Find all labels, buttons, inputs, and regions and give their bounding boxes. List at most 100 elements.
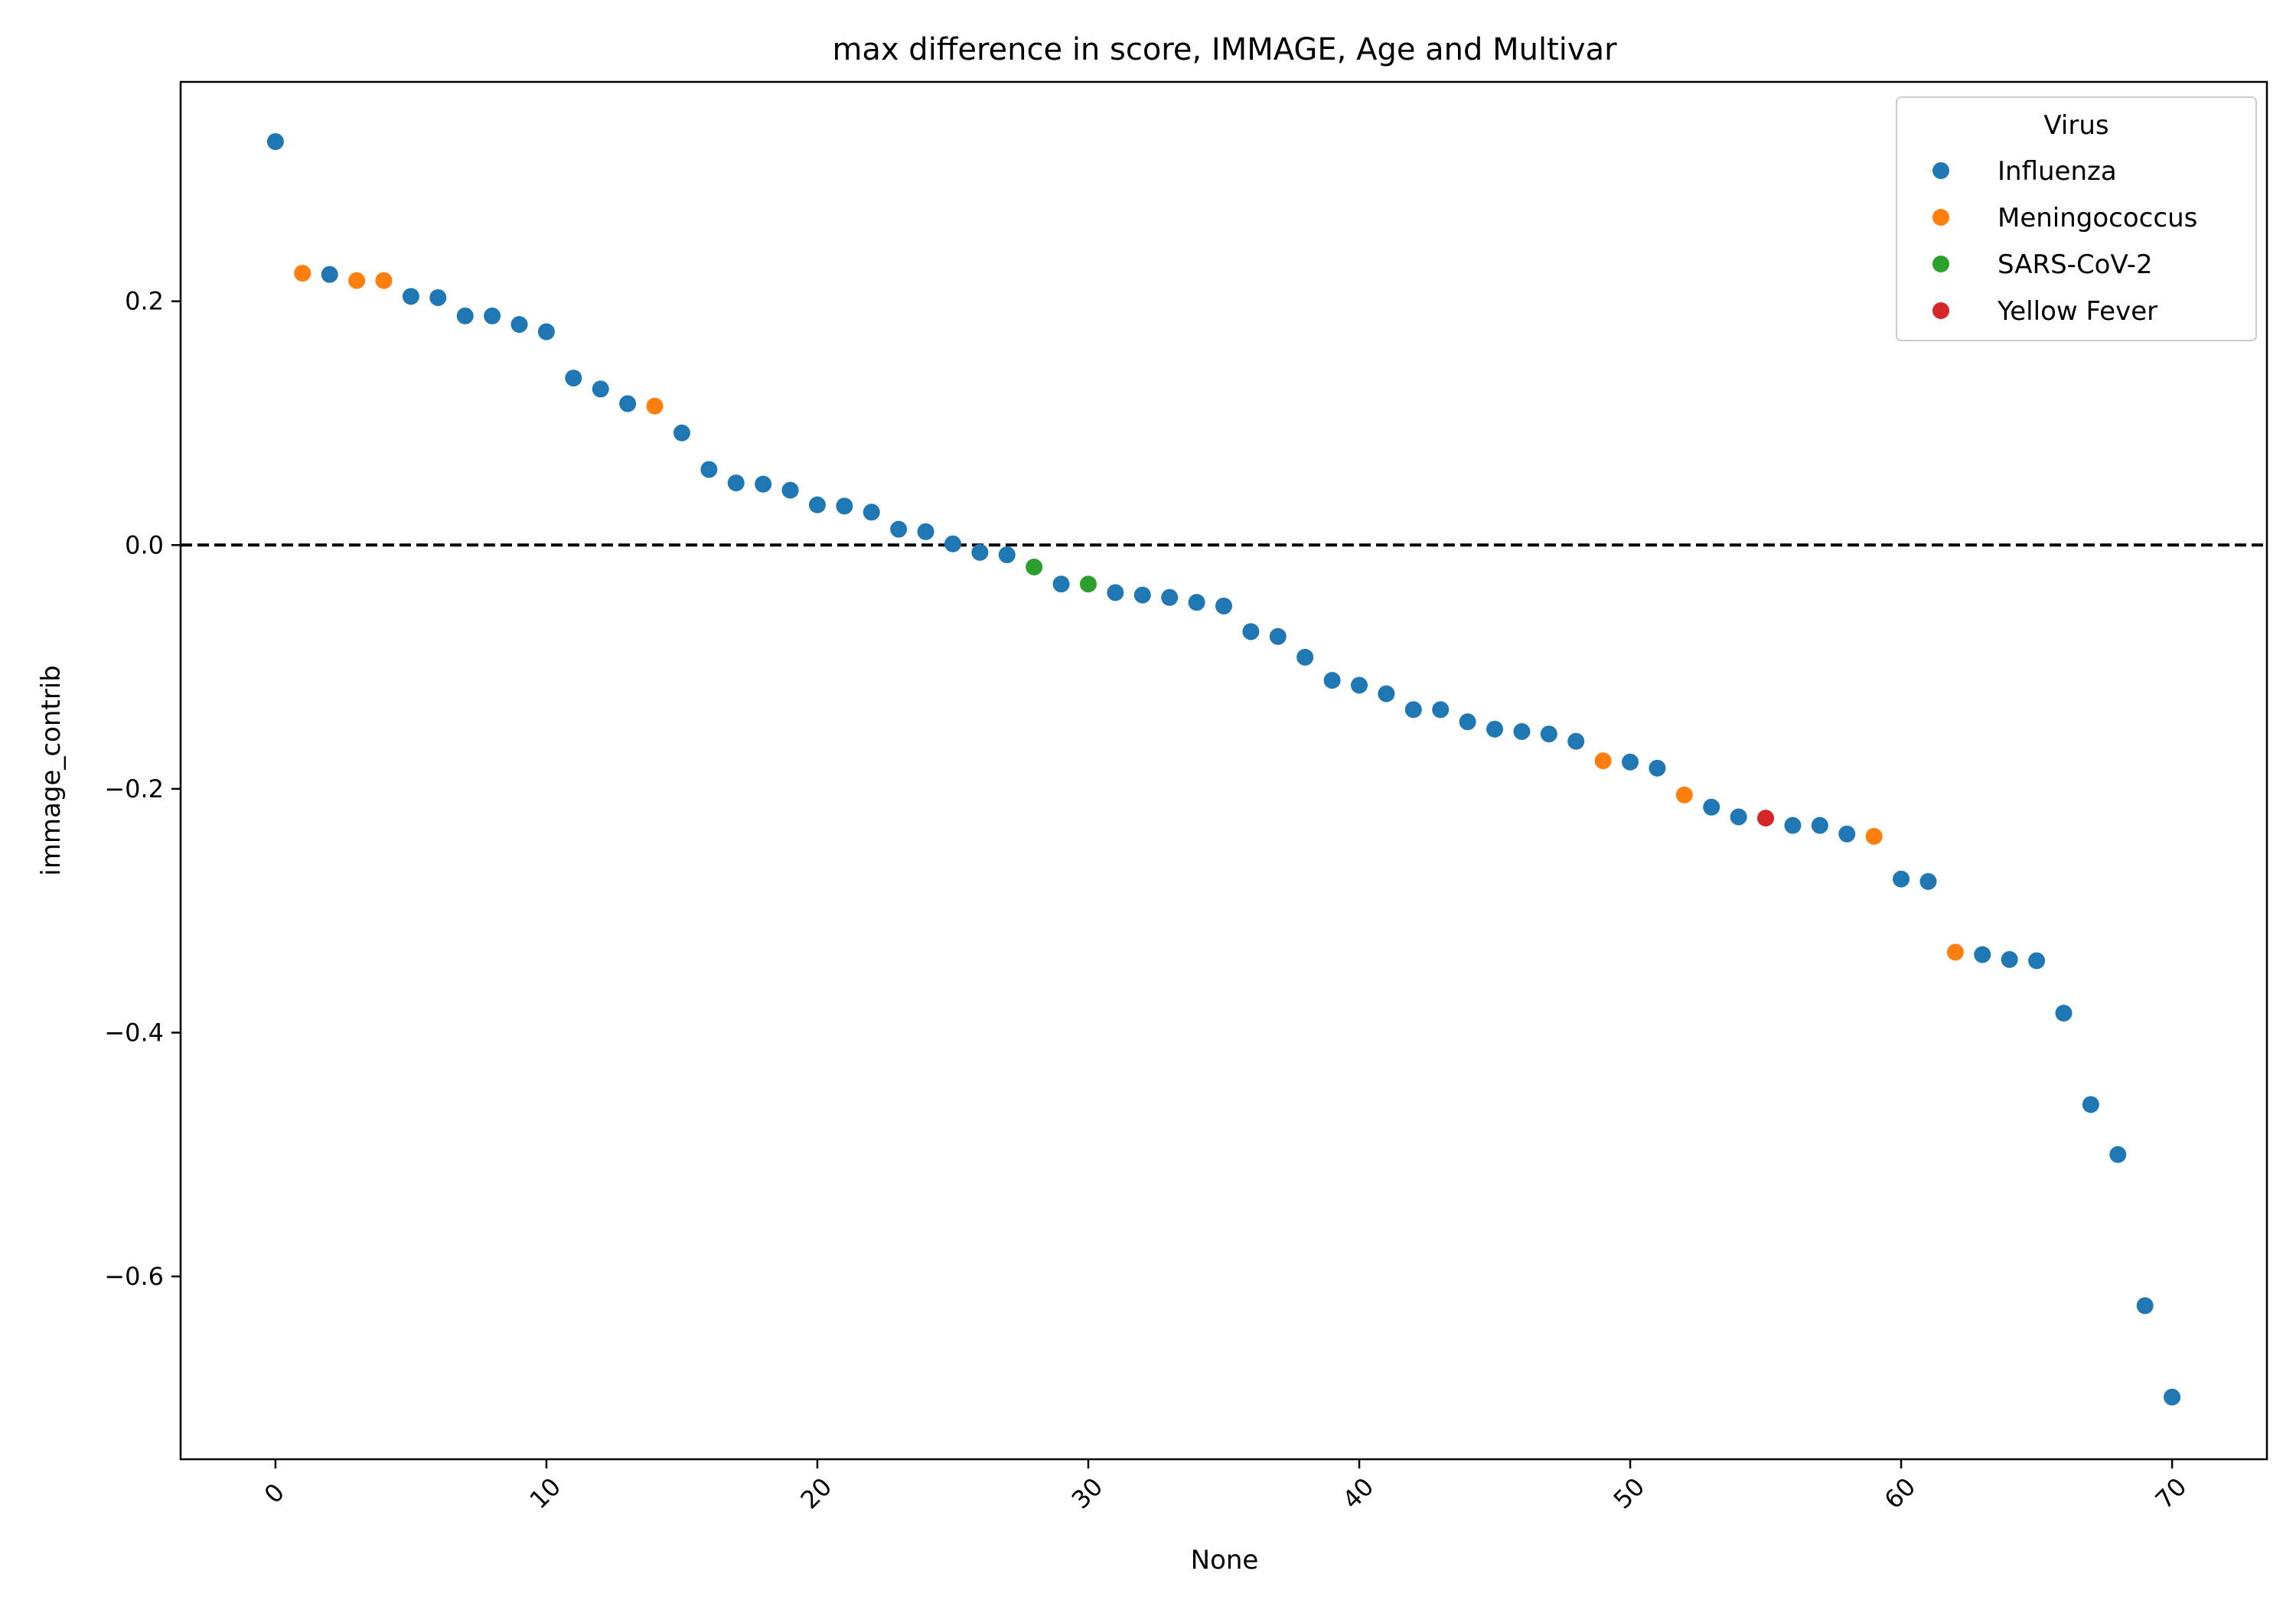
data-point [1215,597,1232,614]
x-tick-label: 10 [524,1472,567,1515]
data-point [1567,732,1585,750]
data-point [1026,558,1043,575]
data-point [727,474,745,492]
data-point [2109,1146,2127,1163]
data-point [971,543,989,561]
data-point [2028,952,2046,970]
data-point [1188,594,1205,611]
data-point [1757,810,1775,827]
data-point [2001,950,2018,968]
data-point [998,546,1016,564]
data-point [1649,759,1666,777]
x-tick-label: 20 [795,1472,838,1515]
x-axis-label: None [1191,1545,1259,1576]
legend-label: Meningococcus [1998,203,2197,233]
data-point [1079,575,1097,593]
data-point [1730,808,1747,826]
data-point [2082,1096,2099,1113]
data-point [348,272,366,289]
x-tick-label: 50 [1608,1472,1651,1515]
x-tick-label: 0 [259,1478,290,1509]
data-point [1323,672,1341,689]
data-point [1133,586,1151,604]
y-tick-label: −0.4 [104,1018,164,1047]
data-point [1296,648,1314,666]
data-point [321,266,338,283]
x-tick-label: 30 [1066,1472,1109,1515]
data-point [266,133,284,151]
data-point [1486,720,1504,738]
data-point [537,323,555,341]
data-point [863,504,880,521]
data-point [619,395,637,412]
y-tick-label: 0.2 [125,287,164,316]
data-point [1107,584,1124,601]
legend-marker [1932,209,1949,226]
chart-title: max difference in score, IMMAGE, Age and… [832,32,1617,67]
legend-marker [1932,162,1949,179]
plot-frame [179,80,2268,1461]
data-point [944,535,961,552]
legend-title: Virus [2043,110,2108,141]
data-point [917,523,934,540]
y-axis: −0.6 −0.4 −0.2 0.0 0.2 [104,287,181,1291]
data-point [456,307,474,324]
data-point [1432,701,1450,719]
data-point [1404,701,1422,719]
x-tick-label: 70 [2150,1472,2193,1515]
data-point [673,424,690,442]
y-tick-label: 0.0 [125,530,164,559]
data-point [375,272,393,289]
data-point [510,315,528,333]
legend-entries: Influenza Meningococcus SARS-CoV-2 Yellow F… [1932,156,2197,327]
legend-label: SARS-CoV-2 [1998,249,2153,280]
x-tick-label: 60 [1879,1472,1922,1515]
legend-label: Yellow Fever [1997,296,2157,327]
data-point [1540,725,1557,743]
data-point [565,370,582,387]
data-point [402,288,419,305]
legend-box [1896,96,2257,341]
plot-area [181,133,2267,1406]
data-point [646,397,664,415]
data-point [1946,944,1964,961]
data-point [755,475,772,493]
data-point [836,497,853,515]
data-point [1242,623,1260,640]
data-point [1784,816,1802,834]
data-point [1459,713,1476,731]
data-point [700,461,718,478]
data-point [1865,828,1883,846]
data-point [1269,627,1287,645]
data-point [1675,786,1693,803]
legend-marker [1932,302,1949,319]
data-point [294,265,311,282]
data-point [1052,575,1070,593]
y-tick-label: −0.6 [104,1262,164,1291]
data-point [808,496,826,513]
data-point [1703,798,1720,816]
x-axis: 0 10 20 30 40 50 60 70 [259,1459,2193,1515]
legend-marker [1932,256,1949,272]
data-point [1594,752,1612,770]
y-axis-label: immage_contrib [36,665,67,875]
y-tick-label: −0.2 [104,774,164,803]
legend-label: Influenza [1998,156,2117,187]
data-point [1838,825,1856,842]
data-point [1161,588,1179,606]
data-point [1919,872,1937,890]
x-tick-label: 40 [1337,1472,1380,1515]
data-point [1811,816,1828,834]
data-point [2055,1004,2073,1022]
data-point [2136,1297,2154,1315]
data-point [429,288,447,306]
data-point [1622,753,1639,771]
data-point [890,520,908,538]
data-point [781,481,799,499]
data-point [1513,723,1531,741]
data-point [1974,946,1991,963]
data-point [1378,685,1395,702]
legend: Virus Influenza Meningococcus SARS-CoV-2 Ye… [1896,96,2257,341]
